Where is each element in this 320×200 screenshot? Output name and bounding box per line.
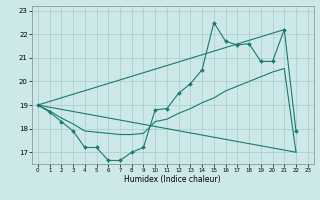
X-axis label: Humidex (Indice chaleur): Humidex (Indice chaleur) [124,175,221,184]
